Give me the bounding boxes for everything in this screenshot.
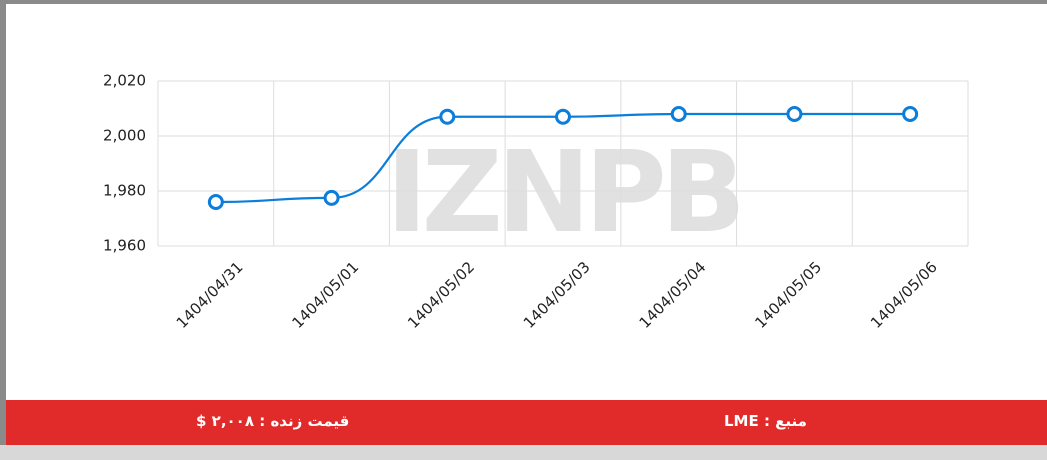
point [670,106,687,122]
source-label: منبع : LME [724,412,807,430]
watermark: IZNPB [386,128,740,258]
x-tick-label: 1404/05/05 [751,258,825,332]
point [555,108,571,125]
x-tick-label: 1404/05/03 [520,258,594,332]
y-tick-label: 1,980 [103,182,146,200]
x-tick-label: 1404/04/31 [173,258,247,332]
point [902,106,919,122]
x-tick-label: 1404/05/06 [867,258,941,332]
x-tick-label: 1404/05/01 [288,258,362,332]
bottom-strip [0,445,1047,460]
point [786,106,803,122]
y-tick-label: 1,960 [103,237,146,255]
point [323,189,340,206]
chart: IZNPB 1,960 1,980 2,000 2,020 1404/04/31 1404… [103,72,969,332]
x-tick-label: 1404/05/04 [636,258,710,332]
y-tick-label: 2,020 [103,72,146,90]
footer-bar: منبع : LME قیمت زنده : ۲,۰۰۸ $ [6,400,1047,445]
y-tick-label: 2,000 [103,127,146,145]
live-price-label: قیمت زنده : ۲,۰۰۸ $ [196,412,350,430]
chart-card [6,4,1047,400]
x-tick-label: 1404/05/02 [404,258,478,332]
point [207,194,224,210]
point [439,108,456,125]
